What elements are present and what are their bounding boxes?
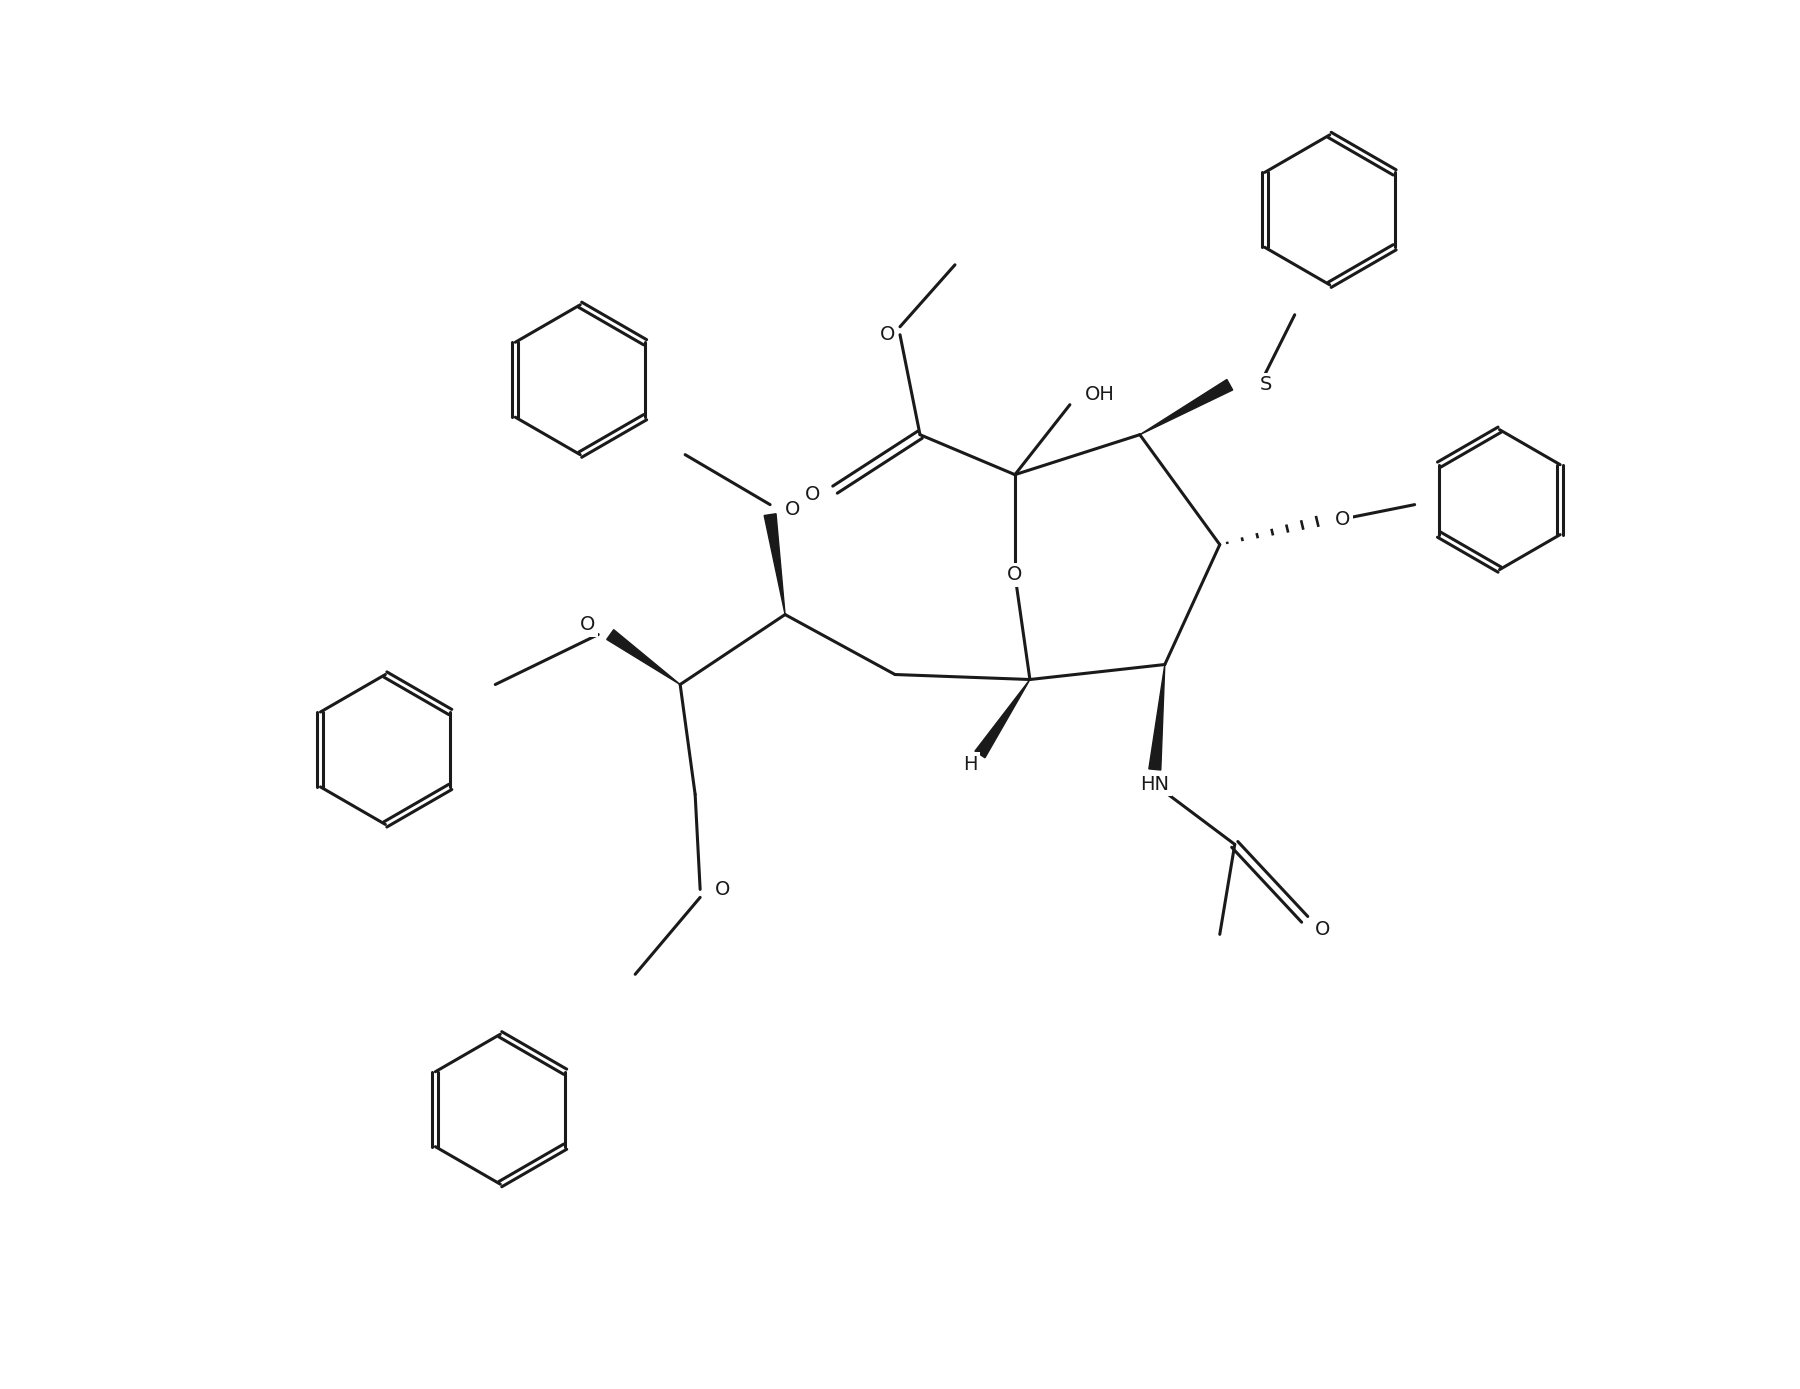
Text: HN: HN: [1141, 775, 1170, 795]
Polygon shape: [607, 629, 680, 685]
Text: S: S: [1260, 375, 1273, 394]
Text: OH: OH: [1085, 385, 1114, 404]
Text: O: O: [1008, 565, 1022, 585]
Polygon shape: [1139, 379, 1233, 435]
Text: O: O: [1314, 920, 1330, 939]
Text: O: O: [880, 325, 895, 344]
Polygon shape: [765, 514, 785, 614]
Text: O: O: [1334, 510, 1350, 529]
Text: H: H: [963, 756, 977, 774]
Text: O: O: [785, 500, 801, 519]
Polygon shape: [976, 679, 1030, 758]
Text: O: O: [715, 879, 731, 899]
Text: O: O: [580, 615, 596, 633]
Text: O: O: [805, 485, 821, 504]
Polygon shape: [1148, 664, 1165, 770]
